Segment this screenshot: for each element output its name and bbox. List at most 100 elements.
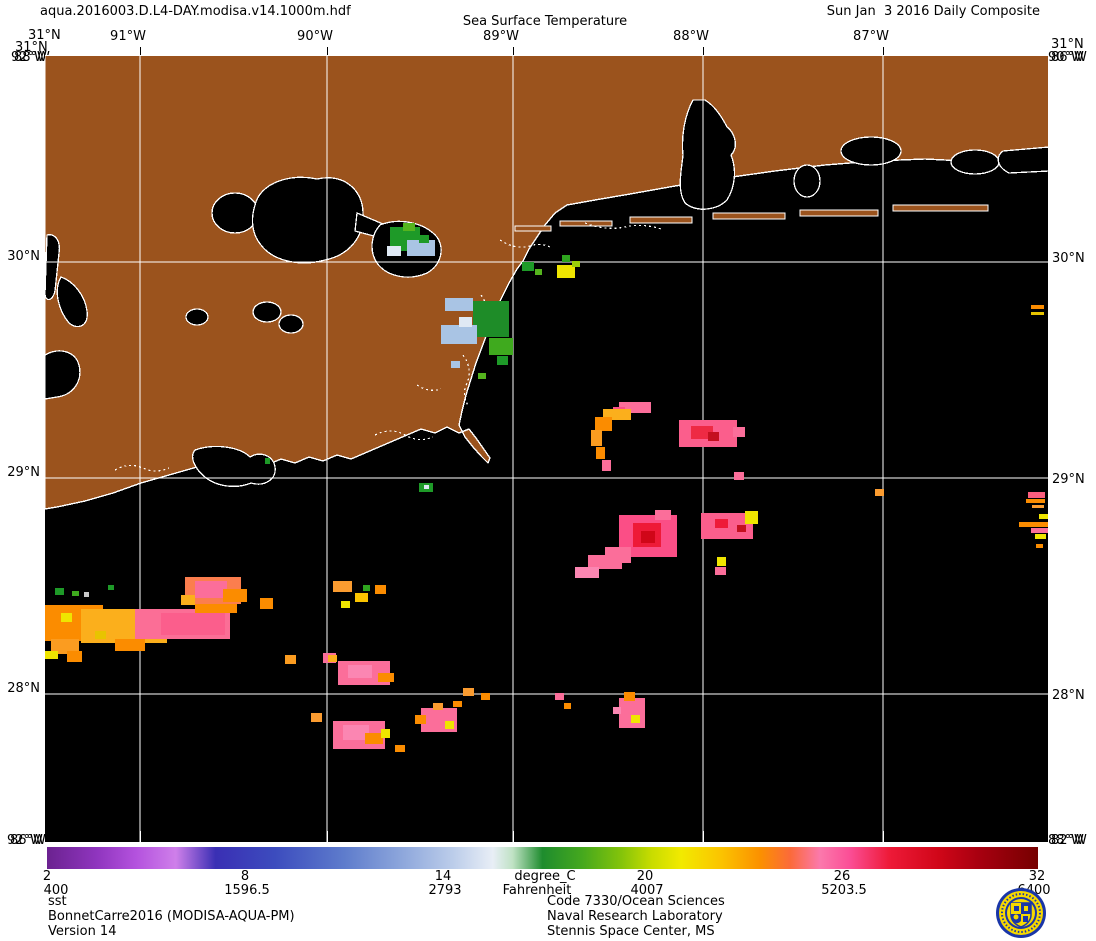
sst-patch <box>1019 522 1048 527</box>
sst-patch <box>84 592 89 597</box>
sst-patch <box>115 639 145 651</box>
sst-patch <box>51 639 79 654</box>
corner-label: 82°W <box>1051 833 1087 848</box>
lake-pontchartrain <box>251 176 364 264</box>
sst-patch <box>260 598 273 609</box>
version-label: Version 14 <box>48 924 117 939</box>
lake-maurepas <box>211 192 259 234</box>
sst-patch <box>603 409 631 420</box>
sst-patch <box>562 255 570 262</box>
lat-label-29n-right: 29°N <box>1052 472 1085 487</box>
colorbar-tick-c: 32 <box>1028 869 1046 884</box>
sst-patch <box>1036 544 1043 548</box>
sst-patch <box>387 246 401 256</box>
sst-patch <box>588 555 622 569</box>
sst-patch <box>45 651 58 659</box>
sst-patch <box>715 567 726 575</box>
small-lake <box>252 301 282 323</box>
sst-patch <box>378 673 394 682</box>
sst-patch <box>463 688 474 696</box>
sst-patch <box>557 265 575 278</box>
sst-patch <box>419 235 429 243</box>
sst-patch <box>223 589 247 602</box>
lat-label-30n-left: 30°N <box>7 249 40 264</box>
sst-patch <box>473 301 509 337</box>
sst-patch <box>95 631 106 639</box>
sst-patch <box>624 692 635 701</box>
sst-patch <box>602 460 611 471</box>
sst-patch <box>481 693 490 700</box>
lon-label-88w: 88°W <box>673 29 709 44</box>
sst-patch <box>181 595 195 605</box>
barataria-bays <box>191 445 276 488</box>
filename: aqua.2016003.D.L4-DAY.modisa.v14.1000m.h… <box>40 4 351 19</box>
corner-label: 31°N <box>15 40 48 55</box>
colorbar-tick-c: 26 <box>833 869 851 884</box>
sst-patch <box>715 519 728 528</box>
colorbar-gradient <box>47 847 1038 869</box>
sst-patch <box>596 447 605 459</box>
sst-patch <box>341 601 350 608</box>
sst-patch <box>575 567 599 578</box>
sst-patch <box>522 262 534 271</box>
small-lake <box>278 314 304 334</box>
land-mass <box>44 54 1050 510</box>
corner-label: 31°N <box>28 28 61 43</box>
page-title: Sea Surface Temperature <box>462 14 628 29</box>
sst-patch <box>1028 492 1045 498</box>
west-lake-2 <box>56 276 88 328</box>
pensacola-bay <box>840 136 902 166</box>
sst-patch <box>1039 514 1048 519</box>
sst-patch <box>708 432 719 441</box>
sst-patch <box>343 725 369 740</box>
sst-map <box>44 54 1050 843</box>
mobile-bay <box>679 99 737 210</box>
perdido-bay <box>793 164 821 198</box>
lat-label-28n-right: 28°N <box>1052 688 1085 703</box>
sst-patch <box>61 613 72 622</box>
date-label: Sun Jan 3 2016 Daily Composite <box>826 4 1040 19</box>
sst-patch <box>631 715 640 723</box>
sst-patch <box>733 427 745 437</box>
corner-label: 86°W <box>1051 50 1087 65</box>
corner-label: 86°W <box>10 833 46 848</box>
colorbar-tick-f: 4007 <box>630 883 664 898</box>
lon-tick <box>327 47 328 55</box>
sst-patch <box>691 426 713 439</box>
sst-patch <box>265 458 270 464</box>
sst-patch <box>441 325 477 344</box>
sst-patch <box>1031 305 1044 309</box>
corner-label: 90°W <box>1048 50 1084 65</box>
sst-patch <box>328 655 337 662</box>
lon-label-87w: 87°W <box>853 29 889 44</box>
corner-label: 31°N <box>1051 37 1084 52</box>
colorbar-tick-c: 20 <box>636 869 654 884</box>
east-lagoon <box>997 146 1050 174</box>
sst-patch <box>381 729 390 738</box>
sst-patch <box>415 715 426 724</box>
org-name: Naval Research Laboratory <box>547 909 723 924</box>
sst-patch <box>407 240 435 256</box>
map-canvas <box>44 54 1050 843</box>
sst-patch <box>745 511 758 524</box>
experiment-name: BonnetCarre2016 (MODISA-AQUA-PM) <box>48 909 295 924</box>
colorbar-unit-f: Fahrenheit <box>502 883 572 898</box>
west-lake-1 <box>44 234 61 301</box>
sst-patch <box>734 472 744 480</box>
colorbar-tick-c: 2 <box>42 869 52 884</box>
sst-patch <box>619 698 645 728</box>
graticule <box>45 55 1049 843</box>
small-lake <box>185 308 209 326</box>
sst-patch <box>564 703 571 709</box>
sst-patch <box>1032 505 1044 508</box>
lat-label-29n-left: 29°N <box>7 465 40 480</box>
colorbar-tick-f: 1596.5 <box>224 883 270 898</box>
sst-patch <box>445 298 473 311</box>
sst-patch <box>478 373 486 379</box>
sst-patch <box>1031 312 1044 315</box>
sst-patch <box>875 489 884 496</box>
lon-tick <box>883 47 884 55</box>
sst-patch <box>375 585 386 594</box>
sst-patch <box>613 707 621 714</box>
